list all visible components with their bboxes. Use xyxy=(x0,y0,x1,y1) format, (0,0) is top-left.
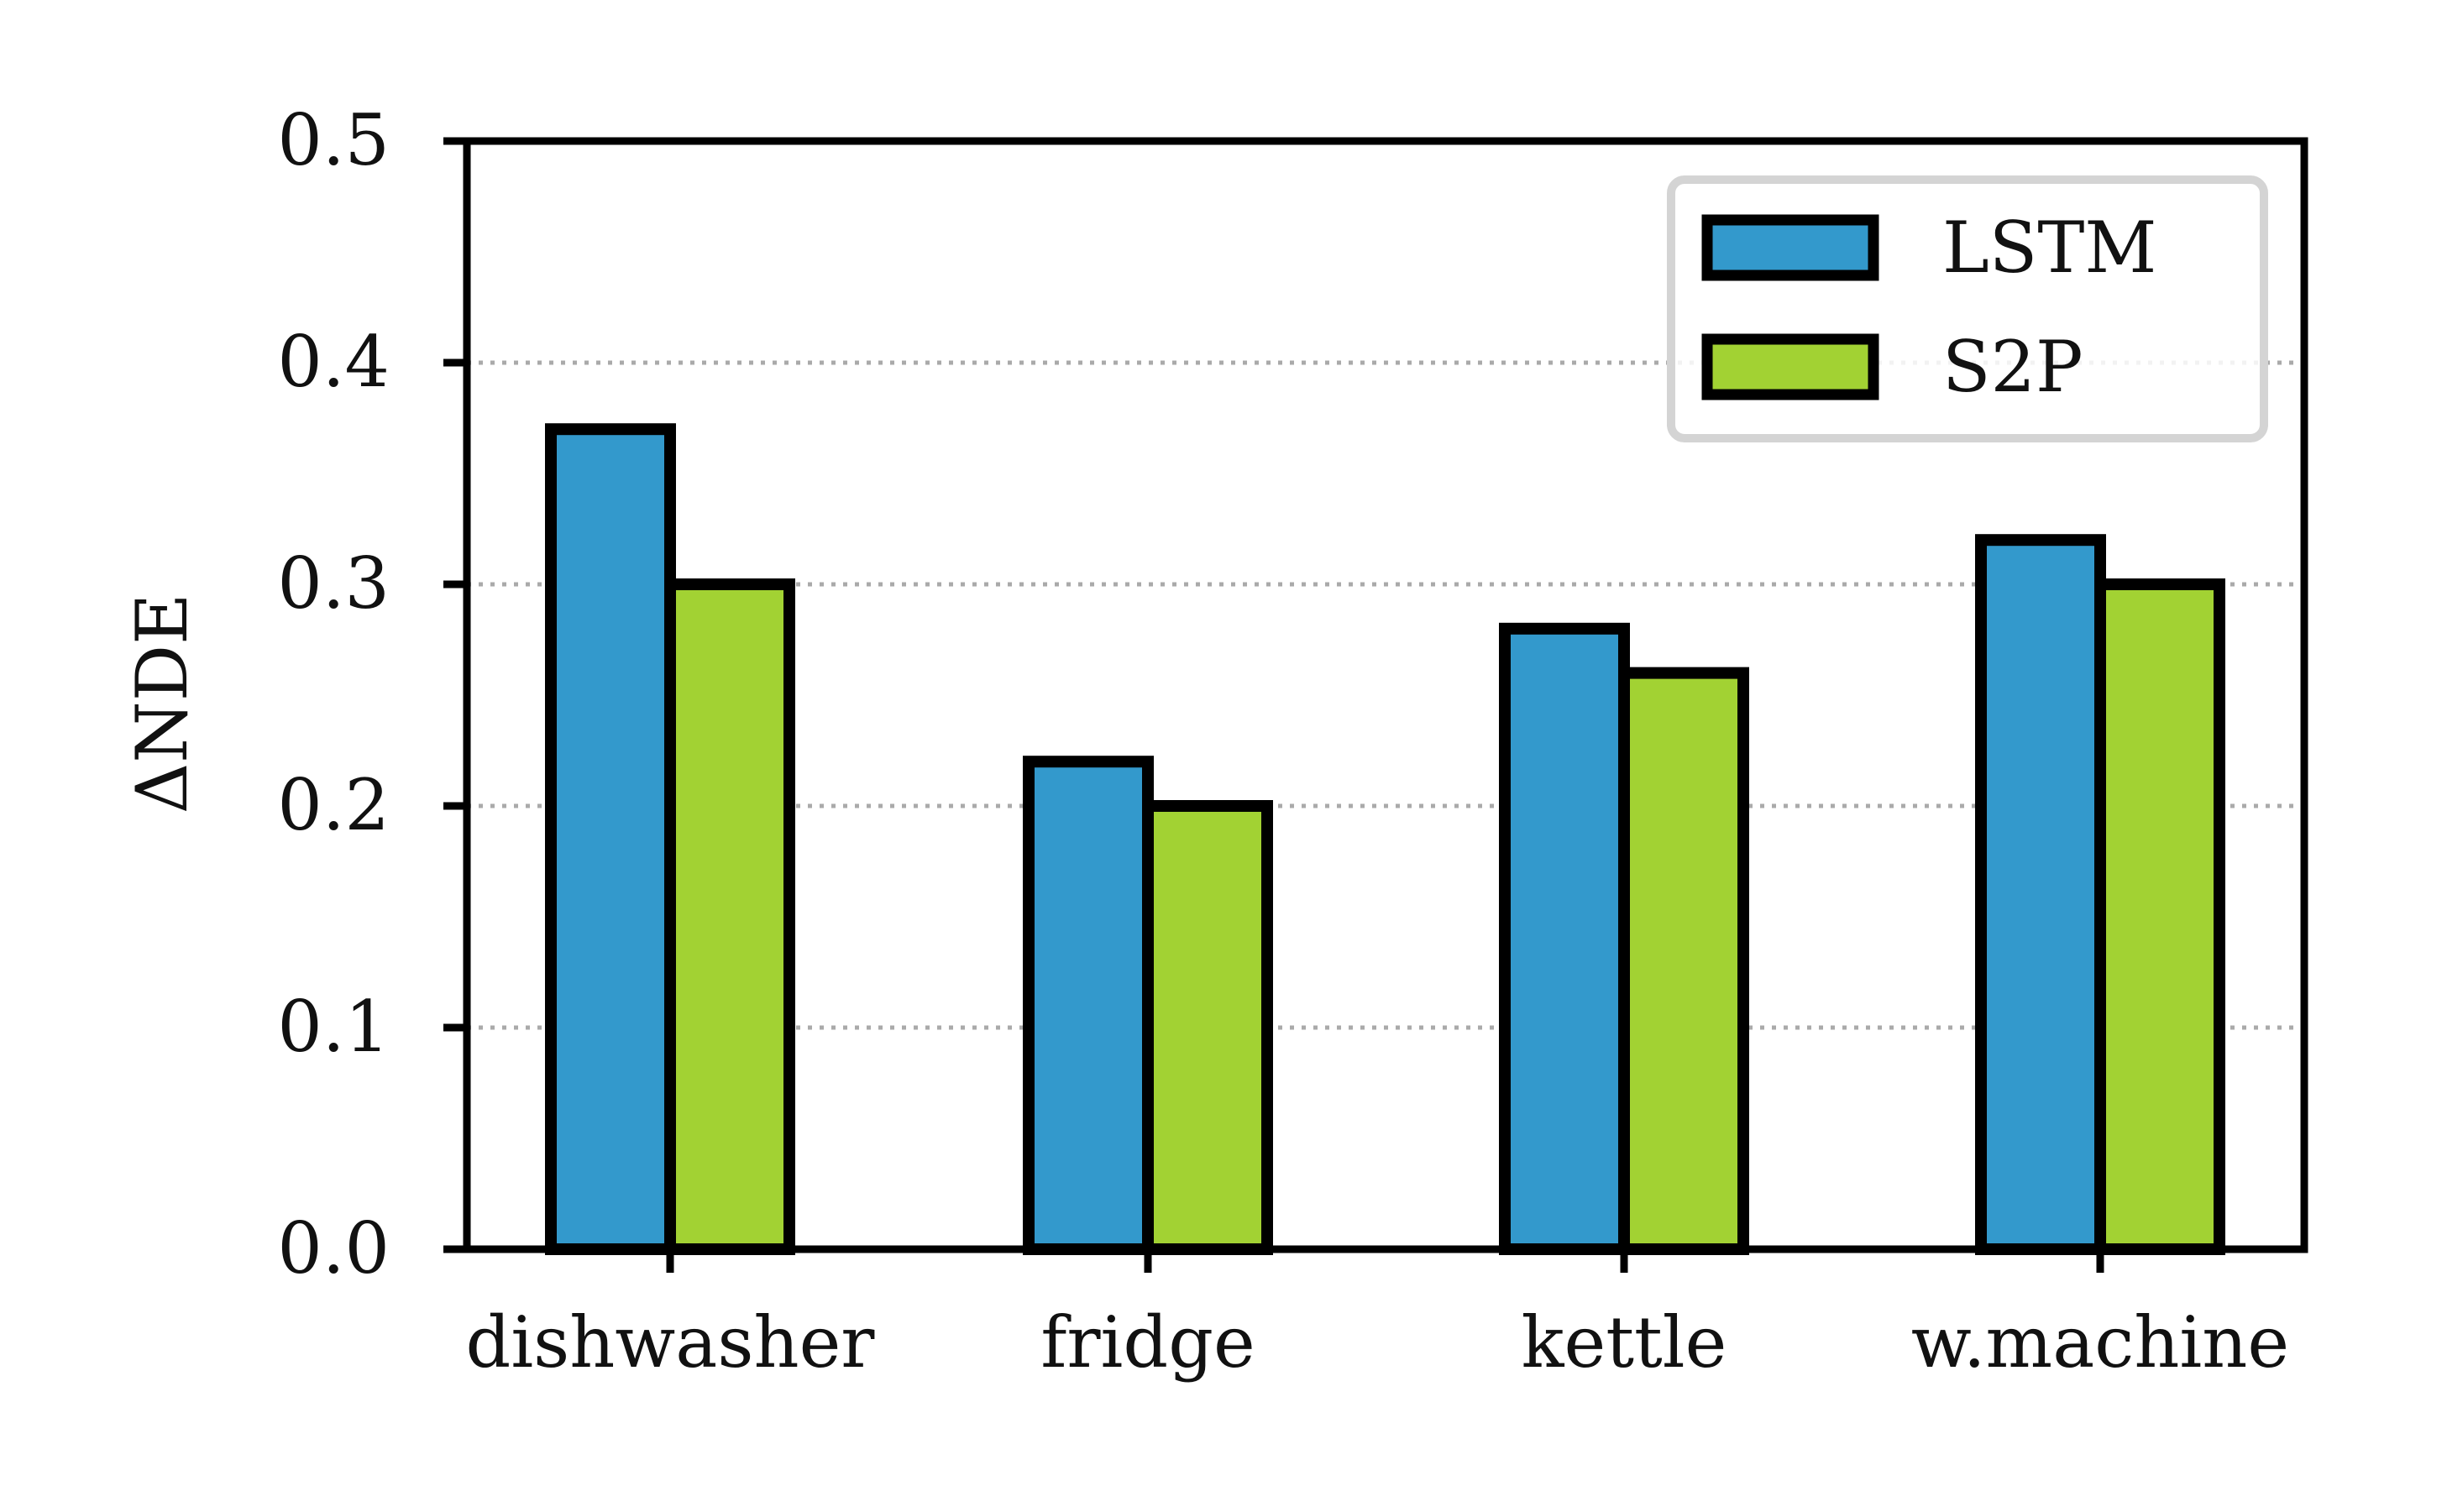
bar-lstm-dishwasher xyxy=(545,423,676,1255)
bar-s2p-dishwasher xyxy=(664,578,795,1255)
y-tick-label-0: 0.0 xyxy=(277,1207,390,1290)
plot-frame xyxy=(463,137,2308,1253)
legend-label-lstm: LSTM xyxy=(1942,207,2156,289)
bar-s2p-fridge xyxy=(1142,800,1273,1255)
legend-label-s2p: S2P xyxy=(1942,326,2083,408)
x-tick-label-dishwasher: dishwasher xyxy=(466,1301,876,1384)
y-axis-label: ΔNDE xyxy=(121,594,203,814)
bar-s2p-kettle xyxy=(1618,667,1749,1255)
y-tick-label-2: 0.2 xyxy=(277,764,390,846)
x-tick-label-w.machine: w.machine xyxy=(1911,1301,2289,1384)
y-tick-label-3: 0.3 xyxy=(277,542,390,625)
bar-s2p-w.machine xyxy=(2094,578,2225,1255)
legend: LSTM S2P xyxy=(1667,175,2268,442)
y-tick-label-4: 0.4 xyxy=(277,321,390,403)
y-tick-label-5: 0.5 xyxy=(277,99,390,181)
bar-lstm-kettle xyxy=(1499,622,1630,1255)
bar-lstm-w.machine xyxy=(1975,534,2106,1255)
x-tick-label-fridge: fridge xyxy=(1040,1301,1255,1384)
legend-swatch-s2p xyxy=(1701,333,1879,400)
bar-lstm-fridge xyxy=(1023,756,1154,1255)
y-tick-label-1: 0.1 xyxy=(277,986,390,1068)
x-tick-label-kettle: kettle xyxy=(1522,1301,1727,1384)
axis-ticks: 0.0 0.1 0.2 0.3 0.4 0.5 dishwasher fridge kettle… xyxy=(277,99,2289,1384)
legend-swatch-lstm xyxy=(1701,214,1879,281)
